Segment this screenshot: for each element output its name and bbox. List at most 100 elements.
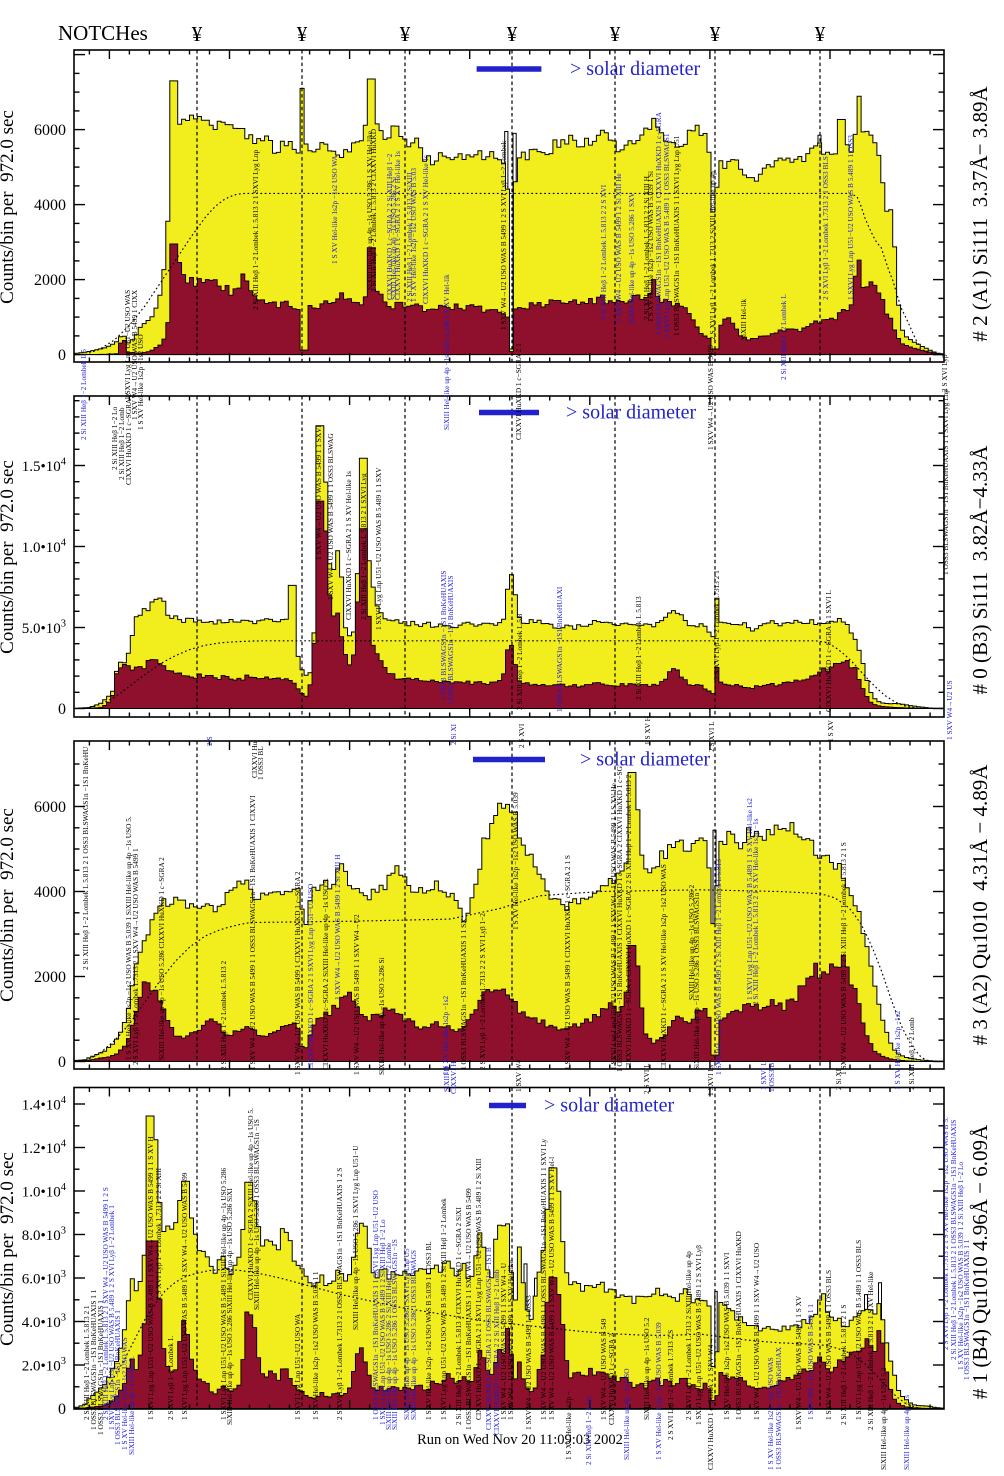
svg-text:¥: ¥ xyxy=(192,22,203,46)
svg-text:1 SXVI L: 1 SXVI L xyxy=(759,1061,768,1090)
svg-text:1 OSS3 B: 1 OSS3 B xyxy=(767,1063,776,1092)
svg-text:1 S XV Hel-like 1s2p −1s2: 1 S XV Hel-like 1s2p −1s2 xyxy=(441,995,450,1075)
svg-text:# 3 (A2) Qu1010 4.31Å − 4.89Å: # 3 (A2) Qu1010 4.31Å − 4.89Å xyxy=(968,764,992,1046)
svg-text:0: 0 xyxy=(58,701,66,718)
svg-text:2 Si XIII Heβ 1−2 Lombek L 5.8: 2 Si XIII Heβ 1−2 Lombek L 5.813 2 1 S X… xyxy=(751,818,760,1005)
svg-text:1 S XV H: 1 S XV H xyxy=(643,715,652,745)
svg-text:1 OSS3 BLSWAGS1n −1S1 BnKeHUAX: 1 OSS3 BLSWAGS1n −1S1 BnKeHUAXIS 1 1 SX xyxy=(459,918,468,1070)
svg-text:1 OSS3 BLSWAGS1n −1S1 BnKeHUAX: 1 OSS3 BLSWAGS1n −1S1 BnKeHUAXIS 1 CIXXV… xyxy=(654,111,663,335)
svg-text:SiXIII Hel-like up 4p −1s: SiXIII Hel-like up 4p −1s xyxy=(902,1395,911,1470)
svg-text:2 Si XIII Heβ 1−2 Lombek L 5.8: 2 Si XIII Heβ 1−2 Lombek L 5.813 2 1 OSS… xyxy=(81,746,90,970)
svg-text:2 Si XI: 2 Si XI xyxy=(449,723,458,745)
svg-text:¥: ¥ xyxy=(610,22,621,46)
svg-text:1 SXVI Lyg Lnp U51−U2 USO WAS: 1 SXVI Lyg Lnp U51−U2 USO WAS B 5.489 1 … xyxy=(219,1168,228,1420)
svg-text:1.2•104: 1.2•104 xyxy=(22,1139,67,1158)
svg-text:CIXXVI HuXKD 1 c−SGRA 2 1 S XV: CIXXVI HuXKD 1 c−SGRA 2 1 S XV Hel-like … xyxy=(393,151,402,300)
svg-text:1 SXV W4→U2 USO WAS B 5499 1 1: 1 SXV W4→U2 USO WAS B 5499 1 1 OSS3 BLSW… xyxy=(248,795,257,1070)
svg-text:SiXIII Hel-like up 4p −1s USO: SiXIII Hel-like up 4p −1s USO 5.286 2 Si… xyxy=(384,1243,393,1430)
svg-text:1 OSS3 BLSWAGS1n −1S1 BnKeHUAX: 1 OSS3 BLSWAGS1n −1S1 BnKeHUAXIS 1 xyxy=(96,1300,105,1435)
svg-text:1 SXV W4→U2 USO WAS B 5499 1 1: 1 SXV W4→U2 USO WAS B 5499 1 1 SXV W4→U xyxy=(499,1262,508,1420)
svg-text:2 Si XIII Heβ 1−2 Lombek L 5.8: 2 Si XIII Heβ 1−2 Lombek L 5.813 2 2 Si … xyxy=(642,175,651,320)
svg-text:SiXIII Hel-like up 4p −1s USO: SiXIII Hel-like up 4p −1s USO 5.286 2 Si xyxy=(389,177,398,300)
svg-text:4.0•103: 4.0•103 xyxy=(22,1313,66,1332)
svg-text:1 OSS3 BLSWAGS1n −1S1 BnKeHUAX: 1 OSS3 BLSWAGS1n −1S1 BnKeHUAXI xyxy=(555,586,564,712)
svg-text:1 SXV W4→U2 USO WAS B 5499 1 2: 1 SXV W4→U2 USO WAS B 5499 1 2 Si XIII H… xyxy=(614,173,623,322)
svg-text:5.0•103: 5.0•103 xyxy=(22,619,66,638)
svg-text:SiXIII Hel-like up 4p −1s USO: SiXIII Hel-like up 4p −1s USO 5.286 1 OS… xyxy=(692,892,701,1070)
svg-text:2 Si XIII Heβ 1−2 Lombek L 5.8: 2 Si XIII Heβ 1−2 Lombek L 5.813 2 1 OSS… xyxy=(949,1120,958,1360)
svg-text:NOTCHes: NOTCHes xyxy=(58,21,148,45)
svg-text:1 S XV Hel-like 1s2p −1s2 USO: 1 S XV Hel-like 1s2p −1s2 USO xyxy=(136,334,145,430)
svg-text:2 Si XIII Heβ 1−2 Lomb: 2 Si XIII Heβ 1−2 Lomb xyxy=(907,1017,916,1090)
svg-text:2 S XVI Lyβ 1−2 Lombek 1.7313: 2 S XVI Lyβ 1−2 Lombek 1.7313 2 SiXIII H… xyxy=(684,1251,693,1420)
svg-text:2 S XVI Lyβ 1−2 Lombek 1.7313: 2 S XVI Lyβ 1−2 Lombek 1.7313 2 1 SXV W4… xyxy=(131,848,140,1065)
svg-text:CIXXVI Hu: CIXXVI Hu xyxy=(250,741,259,778)
svg-text:CIXXVI HuXKD 1 c−SGRA 2 1 OSS3: CIXXVI HuXKD 1 c−SGRA 2 1 OSS3 BLSWAGS1n… xyxy=(484,1247,493,1430)
svg-text:CIXXVI HuXKD 1 c−SGRA 2: CIXXVI HuXKD 1 c−SGRA 2 xyxy=(124,393,133,485)
svg-text:1 SXVI Ly: 1 SXVI Ly xyxy=(706,1064,715,1096)
svg-text:CIXXVI HuXKD 1 c−SGRA 2 1 S XV: CIXXVI HuXKD 1 c−SGRA 2 1 S XV Hel-like … xyxy=(344,471,353,620)
svg-text:CIXXVI HuXKD 1 c−SGRA 2: CIXXVI HuXKD 1 c−SGRA 2 xyxy=(607,1333,616,1425)
svg-text:2 Si XIII Heβ 1−2 Lombek L 5.8: 2 Si XIII Heβ 1−2 Lombek L 5.813 2 1 xyxy=(82,1305,91,1420)
svg-text:2 S XVI Lyβ 1−2 Lombek 1.7313: 2 S XVI Lyβ 1−2 Lombek 1.7313 2 S xyxy=(666,1330,675,1440)
svg-text:2 S XVI Lyβ 1−2 Lombek 1.7313: 2 S XVI Lyβ 1−2 Lombek 1.7313 2 2 Si XII… xyxy=(154,1167,163,1300)
svg-text:SiXIII Hel-like up 4p −1s USO: SiXIII Hel-like up 4p −1s USO 5.2 xyxy=(642,1317,651,1420)
svg-text:2 Si XIII Heβ 1−2 Lomb: 2 Si XIII Heβ 1−2 Lomb xyxy=(117,407,126,480)
svg-text:2 S XVI Lyβ 1−2 Lombek 1.7313: 2 S XVI Lyβ 1−2 Lombek 1.7313 2 1 OSS3 B… xyxy=(821,156,830,300)
svg-text:CIXXVI HuXKD 1 c−SGRA 2 SiXIII: CIXXVI HuXKD 1 c−SGRA 2 SiXIII Hel-like … xyxy=(246,1108,255,1300)
svg-text:1 SXV W4→U2 USO WAS B 5499 1 2: 1 SXV W4→U2 USO WAS B 5499 1 2 Si XIII H xyxy=(333,854,342,1000)
svg-text:1.0•104: 1.0•104 xyxy=(22,1182,67,1201)
svg-text:2 Si XIII Heβ 1−2 Lo: 2 Si XIII Heβ 1−2 Lo xyxy=(110,406,119,470)
svg-text:CIXXVI HuXKD 1 c−SGRA 2 1 SXVI: CIXXVI HuXKD 1 c−SGRA 2 1 SXVI Lyg Lnp U… xyxy=(474,1158,483,1420)
svg-text:SiXIII Hel-like up 4p −1s USO: SiXIII Hel-like up 4p −1s USO 5.286 1 OS… xyxy=(252,1119,261,1310)
svg-text:1 SXV W4→U2 US: 1 SXV W4→U2 US xyxy=(945,680,954,740)
svg-text:2 Si XIII Heβ 1−2 Lombek L 5.8: 2 Si XIII Heβ 1−2 Lombek L 5.813 2 CIXXV… xyxy=(369,129,378,292)
svg-text:Run on Wed Nov 20 11:09:03 200: Run on Wed Nov 20 11:09:03 2002 xyxy=(417,1432,623,1448)
svg-text:1 OSS3 BLSWAGS1n −1S1 BnKeHUAX: 1 OSS3 BLSWAGS1n −1S1 BnKeHUAXIS 1 CIXXV… xyxy=(734,1231,743,1420)
svg-text:SiXIII Hel-like up 4p −1s USO: SiXIII Hel-like up 4p −1s USO 5.286 1 OS… xyxy=(390,1239,399,1430)
svg-text:1 SXV W4→U2 USO WAS B 5499 1 1: 1 SXV W4→U2 USO WAS B 5499 1 1 SXV W4→U2… xyxy=(752,1243,761,1420)
svg-text:1 S XV: 1 S XV xyxy=(826,719,835,742)
svg-text:CIXXVI HuXKD 1 c−SGRA 2 2 Si X: CIXXVI HuXKD 1 c−SGRA 2 2 Si XIII Heβ 1−… xyxy=(492,1269,501,1435)
svg-text:2 Si XIII Heβ 1−2 Lombek L 5.8: 2 Si XIII Heβ 1−2 Lombek L 5.813 2 1 S X… xyxy=(866,1272,875,1430)
svg-text:2 Si XIII Heβ 1−2 Lombek L 5: 2 Si XIII Heβ 1−2 Lombek L 5 xyxy=(79,349,88,440)
svg-text:1 SXVI Lyg Lnp U51−U2 USO WAS: 1 SXVI Lyg Lnp U51−U2 USO WAS B 5.489 1 … xyxy=(846,135,855,300)
svg-text:> solar diameter: > solar diameter xyxy=(544,1095,674,1117)
svg-text:2.0•103: 2.0•103 xyxy=(22,1356,66,1375)
svg-text:6000: 6000 xyxy=(34,122,66,139)
svg-text:1 SXV W4→U2 USO WAS B 5499 1 1: 1 SXV W4→U2 USO WAS B 5499 1 1 S XV Hel-… xyxy=(506,1260,515,1420)
svg-text:SiXIII Hel-like up 4p −1s USO: SiXIII Hel-like up 4p −1s USO 5.286 Si xyxy=(377,957,386,1075)
svg-text:2 Si XIII Heβ 1−2 Lombek L 5.8: 2 Si XIII Heβ 1−2 Lombek L 5.813 2 2 S X… xyxy=(599,184,608,320)
svg-text:1 SXV W4: 1 SXV W4 xyxy=(514,1059,523,1092)
svg-text:1 OSS3 BLSWAGS1n −1S1 BnKeHUAX: 1 OSS3 BLSWAGS1n −1S1 BnKeHUAXIS 1 1 xyxy=(89,1289,98,1430)
svg-text:1 S XV Hel-like 1s2p −1s2 USO: 1 S XV Hel-like 1s2p −1s2 USO WA xyxy=(330,155,339,264)
svg-text:6.0•103: 6.0•103 xyxy=(22,1269,66,1288)
svg-text:SiXIII Hel-like up 4p −1s USO: SiXIII Hel-like up 4p −1s USO 5.286 1 OS… xyxy=(409,1250,418,1420)
svg-text:1 SXV W4→U2 USO WAS B 5499 1 1: 1 SXV W4→U2 USO WAS B 5499 1 1 SXV W4→U2… xyxy=(547,1157,556,1420)
svg-text:CIXXVI HuXKD 1 c−SGRA 2 1 S XV: CIXXVI HuXKD 1 c−SGRA 2 1 S XV Hel-like … xyxy=(421,155,430,304)
svg-text:1 OSS3 BLSWAGS1n −1S1 BnKeHUAX: 1 OSS3 BLSWAGS1n −1S1 BnKeHUAXIS 1 1 SXV… xyxy=(941,389,950,575)
svg-text:1 OSS3 BLSWAGS1n −1S1 BnKeHUAX: 1 OSS3 BLSWAGS1n −1S1 BnKeHUAXIS 1 1 SXV… xyxy=(371,1190,380,1420)
svg-text:1 OSS3 BLSWAGS1n −1S1 BnKeHUAX: 1 OSS3 BLSWAGS1n −1S1 BnKeHUAXIS 1 CIXXV… xyxy=(615,765,624,1072)
svg-text:1 S XV Hel-like 1s2p −1s2 USO: 1 S XV Hel-like 1s2p −1s2 USO WAS B 5.03… xyxy=(956,1162,965,1370)
svg-text:2 S XVI Lyβ 1−2 Lombek 1.7313: 2 S XVI Lyβ 1−2 Lombek 1.7313 2 1 S XV H… xyxy=(941,1117,950,1350)
svg-text:SiXIII Hel-like up 4p −1s USO: SiXIII Hel-like up 4p −1s USO 5.286 CIXX… xyxy=(157,857,166,1060)
svg-text:2 S XVI Lyβ: 2 S XVI Lyβ xyxy=(940,354,949,392)
svg-text:1 SXV W4→U2 USO WAS B 5499 1 C: 1 SXV W4→U2 USO WAS B 5499 1 CIXXVI HuXK… xyxy=(563,855,572,1070)
svg-text:1 SXVI Lyg Lnp U51−U2 USO WAS: 1 SXVI Lyg Lnp U51−U2 USO WAS B 5.489 1 … xyxy=(107,1205,116,1430)
svg-text:1 SXV W4→U2 USO WAS B 5499 1 2: 1 SXV W4→U2 USO WAS B 5499 1 2 Si XIII H… xyxy=(839,842,848,1075)
svg-text:1 SXV W4→U2 USO WAS B 5499: 1 SXV W4→U2 USO WAS B 5499 xyxy=(706,345,715,450)
svg-text:1 SXV W4→U2 USO WAS B 5499 1 1: 1 SXV W4→U2 USO WAS B 5499 1 1 S XV xyxy=(794,1295,803,1430)
svg-text:SiXIII H: SiXIII H xyxy=(442,1066,451,1092)
svg-text:1 S XV Hel-like 1s2p −: 1 S XV Hel-like 1s2p − xyxy=(564,1391,573,1460)
svg-text:CIXXVI HuXKD 1 c−SGRA 2 1 SXVI: CIXXVI HuXKD 1 c−SGRA 2 1 SXVI Lyg Lnp U… xyxy=(306,884,315,1070)
svg-text:2 S: 2 S xyxy=(205,736,214,746)
svg-text:1 S XV Hel-like 1s2p −1s2 USO: 1 S XV Hel-like 1s2p −1s2 USO WAS xyxy=(766,1357,775,1470)
svg-text:CIXXVI HuXKD 1 c−SGRA 2 SiXIII: CIXXVI HuXKD 1 c−SGRA 2 SiXIII Hel-like … xyxy=(321,878,330,1070)
svg-text:1 SXV W4→U2 USO WAS B 5499 1 1: 1 SXV W4→U2 USO WAS B 5499 1 1 OSS3 xyxy=(524,1295,533,1430)
svg-text:SiXIII Hel-lik: SiXIII Hel-lik xyxy=(739,299,748,340)
svg-text:CIXXVI H: CIXXVI H xyxy=(449,1061,458,1094)
svg-text:1 S XV Hel-like 1s2p −1s2: 1 S XV Hel-like 1s2p −1s2 xyxy=(893,1010,902,1090)
svg-text:1 OSS3 BLSWAGS1n −1S1 BnKeHUAX: 1 OSS3 BLSWAGS1n −1S1 BnKeHUAXIS 1 xyxy=(113,1310,122,1445)
svg-text:# 1 (B4) Qu1010 4.96Å − 6.09Å: # 1 (B4) Qu1010 4.96Å − 6.09Å xyxy=(968,1124,992,1399)
